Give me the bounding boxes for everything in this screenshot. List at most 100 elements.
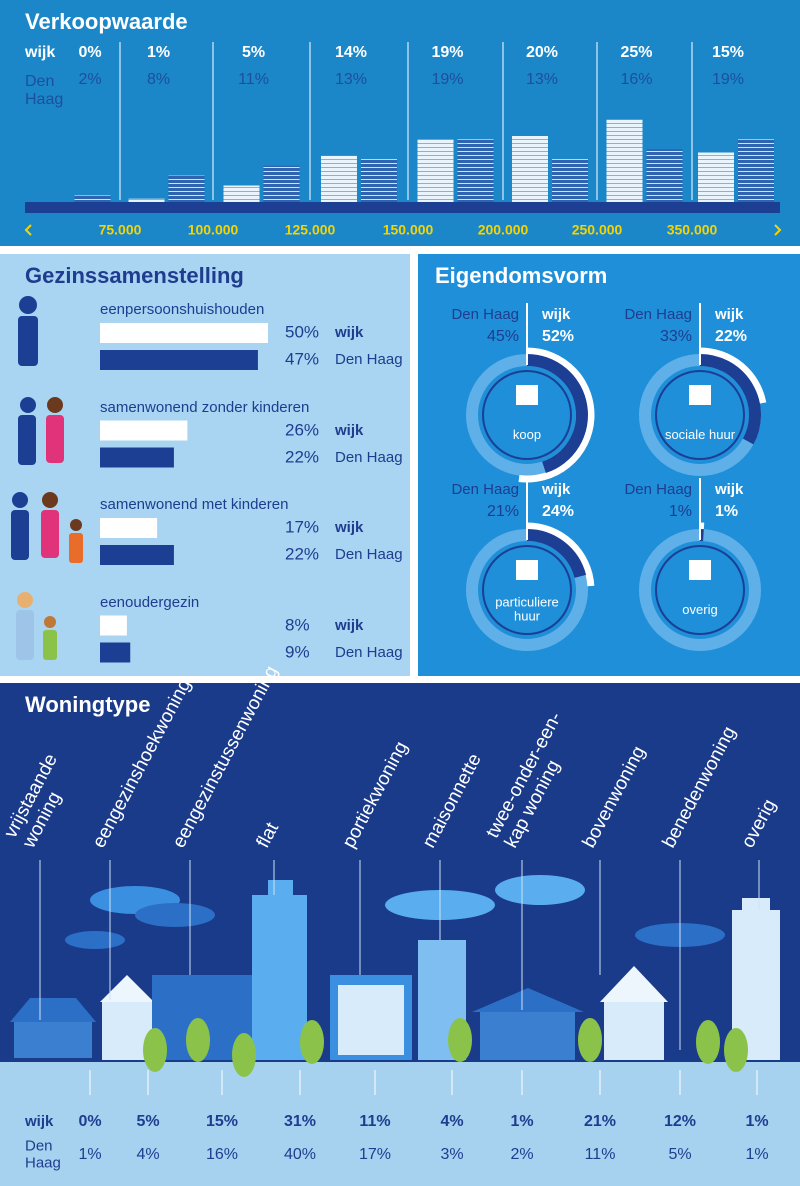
series-label: Den Haag [335,350,403,368]
value-label: 5% [136,1113,160,1131]
row-label: Den Haag [25,1137,61,1171]
group-label: samenwonend zonder kinderen [100,398,310,416]
group-label: samenwonend met kinderen [100,495,289,513]
group-label: eenoudergezin [100,593,200,611]
value-label: 12% [663,1113,697,1131]
value-label: 4% [136,1146,160,1164]
coin-stack [321,155,357,202]
series-label: wijk [335,518,364,536]
donut-inner [482,370,572,460]
section-title: Woningtype [25,691,151,717]
series-label: Den Haag [624,305,692,323]
value-label: 0% [78,44,102,62]
donut-arc [699,347,767,404]
series-label: Den Haag [451,305,519,323]
item-label: koop [512,426,542,442]
series-label: Den Haag [335,448,403,466]
tick-label: 200.000 [477,221,529,238]
coin-stack [738,139,774,202]
bar [100,615,127,636]
tick-label: 100.000 [187,221,239,238]
house-icon [516,385,538,405]
bar [100,545,174,565]
donut-arc [526,522,595,587]
value-label: 50% [285,322,320,342]
series-label: wijk [715,480,744,498]
bar [100,420,188,441]
bar [100,323,268,343]
value-label: 14% [334,44,368,62]
base-bar [25,202,780,213]
coin-stack [646,149,683,202]
bar [100,447,174,468]
tick-label: 150.000 [382,221,434,238]
donut-arc [699,354,761,445]
series-label: wijk [335,323,364,341]
value-label: 21% [486,503,519,521]
value-label: 11% [238,71,269,89]
value-label: 31% [283,1113,317,1131]
value-label: 15% [205,1113,239,1131]
donut-inner [655,545,745,635]
bar [100,518,158,538]
house-icon [689,385,711,405]
section-title: Verkoopwaarde [25,8,188,34]
value-label: 1% [510,1113,534,1131]
coin-stack [168,175,205,202]
value-label: 0% [78,1113,102,1131]
donut-arc [526,529,587,579]
value-label: 25% [620,44,653,62]
value-label: 11% [359,1113,391,1131]
value-label: 1% [745,1146,769,1164]
arrow-icon[interactable] [24,224,782,236]
value-label: 1% [745,1113,769,1131]
coin-stack [361,159,397,202]
house-icon [689,560,711,580]
value-label: 17% [358,1146,392,1164]
coin-stack [512,136,548,202]
section-title: Gezinssamenstelling [25,262,244,288]
donut-arc [518,347,595,483]
value-label: 16% [620,71,653,89]
coin-stack [698,152,734,202]
coin-stack [74,195,111,202]
value-label: 22% [285,544,320,564]
bar [100,350,258,370]
group-label: eenpersoonshuishouden [100,300,265,318]
value-label: 1% [146,44,171,62]
value-label: 21% [583,1113,617,1131]
series-label: wijk [715,305,744,323]
value-label: 47% [285,349,320,369]
coin-stack [417,139,454,202]
donut-arc [526,354,588,474]
value-label: 8% [285,615,310,635]
value-label: 33% [659,328,692,346]
series-label: wijk [542,305,571,323]
value-label: 40% [283,1146,317,1164]
bar [100,642,131,663]
item-label: particuliere huur [495,594,559,624]
value-label: 16% [205,1146,239,1164]
series-label: Den Haag [451,480,519,498]
value-label: 2% [510,1146,534,1164]
item-label: sociale huur [664,426,736,442]
tick-label: 125.000 [284,221,336,238]
value-label: 2% [78,71,102,89]
coin-stack [606,119,643,202]
value-label: 8% [146,71,171,89]
value-label: 26% [285,420,320,440]
value-label: 24% [542,503,575,521]
value-label: 19% [431,71,464,89]
value-label: 5% [668,1146,692,1164]
value-label: 5% [241,44,266,62]
donut-inner [655,370,745,460]
value-label: 1% [78,1146,102,1164]
value-label: 13% [334,71,368,89]
value-label: 15% [711,44,745,62]
value-label: 20% [525,44,559,62]
series-label: Den Haag [335,643,403,661]
row-label: wijk [25,1112,54,1130]
value-label: 19% [711,71,745,89]
